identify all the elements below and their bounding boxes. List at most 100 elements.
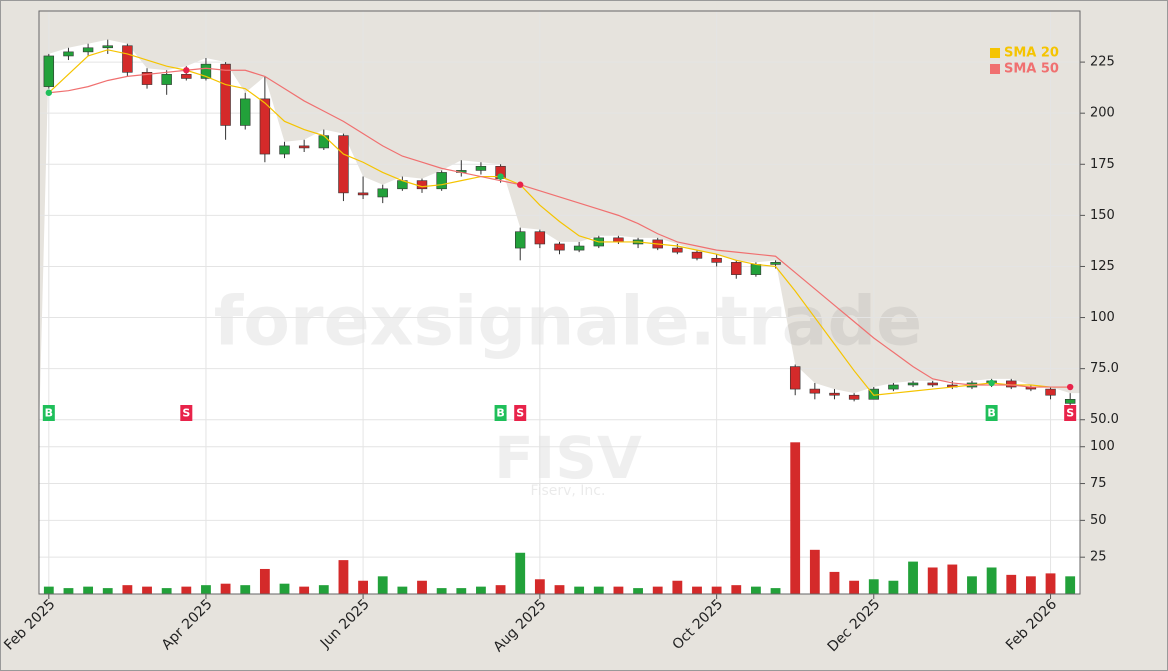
y-tick-label: 100 — [1090, 310, 1115, 325]
signal-dot — [497, 173, 504, 180]
volume-bar — [63, 588, 74, 594]
volume-bar — [770, 588, 781, 594]
watermark: forexsignale.trade — [214, 283, 923, 362]
candle-body — [318, 135, 330, 149]
candle-body — [181, 74, 192, 79]
volume-bar — [240, 585, 251, 594]
company-watermark: Fiserv, Inc. — [531, 483, 606, 499]
signal-badge — [985, 405, 998, 421]
candle-body — [573, 245, 585, 251]
volume-bar — [338, 560, 349, 594]
volume-tick-label: 50 — [1090, 513, 1107, 528]
volume-bar — [652, 586, 663, 594]
plot-border — [38, 10, 1081, 595]
y-tick-label: 200 — [1090, 106, 1115, 121]
candle-body — [122, 45, 133, 73]
volume-bar — [220, 583, 231, 594]
volume-bar — [318, 585, 329, 594]
legend-swatch — [990, 48, 1000, 58]
volume-bar — [947, 564, 958, 594]
volume-bar — [731, 585, 742, 594]
y-tick-label: 150 — [1090, 208, 1115, 223]
volume-bar — [83, 586, 94, 594]
volume-bar — [593, 586, 604, 594]
signal-label: B — [45, 407, 53, 420]
candle-body — [298, 145, 310, 149]
volume-bar — [161, 588, 172, 594]
price-area — [39, 39, 1080, 433]
volume-bar — [142, 586, 152, 594]
volume-bar — [201, 585, 211, 594]
candle-body — [416, 180, 428, 190]
volume-tick-label: 75 — [1090, 476, 1107, 491]
signal-dot — [1066, 383, 1074, 391]
volume-bar — [967, 576, 977, 594]
volume-bar — [43, 586, 54, 594]
candle-body — [848, 394, 860, 400]
volume-bar — [102, 588, 113, 594]
candle-body — [927, 382, 938, 386]
candle-body — [1006, 380, 1017, 388]
candle-body — [691, 251, 703, 259]
volume-bar — [181, 586, 192, 594]
volume-bar — [397, 586, 408, 594]
signal-badge — [42, 405, 55, 421]
candle-body — [475, 166, 487, 171]
candle-body — [789, 366, 801, 390]
sma-line — [48, 49, 1071, 396]
candle-body — [43, 55, 55, 87]
volume-bar — [377, 576, 388, 594]
signal-label: S — [1066, 407, 1074, 420]
signal-badge — [514, 405, 527, 421]
candle-body — [613, 237, 624, 243]
y-tick-label: 225 — [1090, 55, 1115, 70]
volume-bar — [888, 580, 899, 594]
volume-bar — [1025, 576, 1036, 594]
y-tick-label: 75.0 — [1090, 361, 1119, 376]
candle-body — [750, 264, 762, 275]
candle-body — [338, 135, 349, 194]
volume-bar — [1006, 574, 1017, 594]
volume-tick-label: 25 — [1090, 550, 1107, 565]
volume-bar — [259, 568, 270, 594]
volume-bar — [672, 580, 683, 594]
signal-badge — [180, 405, 193, 421]
candle-body — [809, 388, 821, 394]
signal-label: S — [182, 407, 190, 420]
volume-bar — [908, 561, 918, 594]
candle-body — [907, 382, 919, 386]
candle-body — [102, 45, 113, 49]
candle-body — [259, 98, 271, 155]
candle-body — [240, 98, 251, 126]
volume-bar — [692, 586, 702, 594]
candle-body — [220, 63, 231, 126]
y-tick-label: 50.0 — [1090, 412, 1119, 427]
candle-body — [161, 74, 172, 85]
volume-bar — [1045, 573, 1056, 594]
volume-tick-label: 100 — [1090, 439, 1115, 454]
volume-bar — [868, 579, 879, 594]
candle-body — [888, 384, 899, 390]
signal-dot — [183, 67, 190, 74]
volume-bar — [574, 586, 585, 594]
volume-bar — [927, 567, 938, 594]
candle-body — [534, 231, 546, 245]
volume-bar — [790, 442, 801, 594]
candle-body — [770, 262, 781, 265]
volume-bar — [358, 580, 368, 594]
legend-label: SMA 20 — [1004, 46, 1059, 61]
volume-bar — [456, 588, 467, 594]
signal-label: S — [516, 407, 524, 420]
volume-bar — [986, 567, 997, 594]
volume-bar — [279, 583, 290, 594]
volume-bar — [417, 580, 427, 594]
volume-bar — [809, 549, 820, 594]
volume-bar — [476, 586, 486, 594]
volume-panel — [39, 432, 1080, 594]
sma-line — [48, 67, 1071, 388]
signal-dot — [517, 181, 524, 188]
volume-bar — [554, 585, 565, 594]
volume-bar — [633, 588, 643, 594]
y-tick-label: 175 — [1090, 157, 1115, 172]
